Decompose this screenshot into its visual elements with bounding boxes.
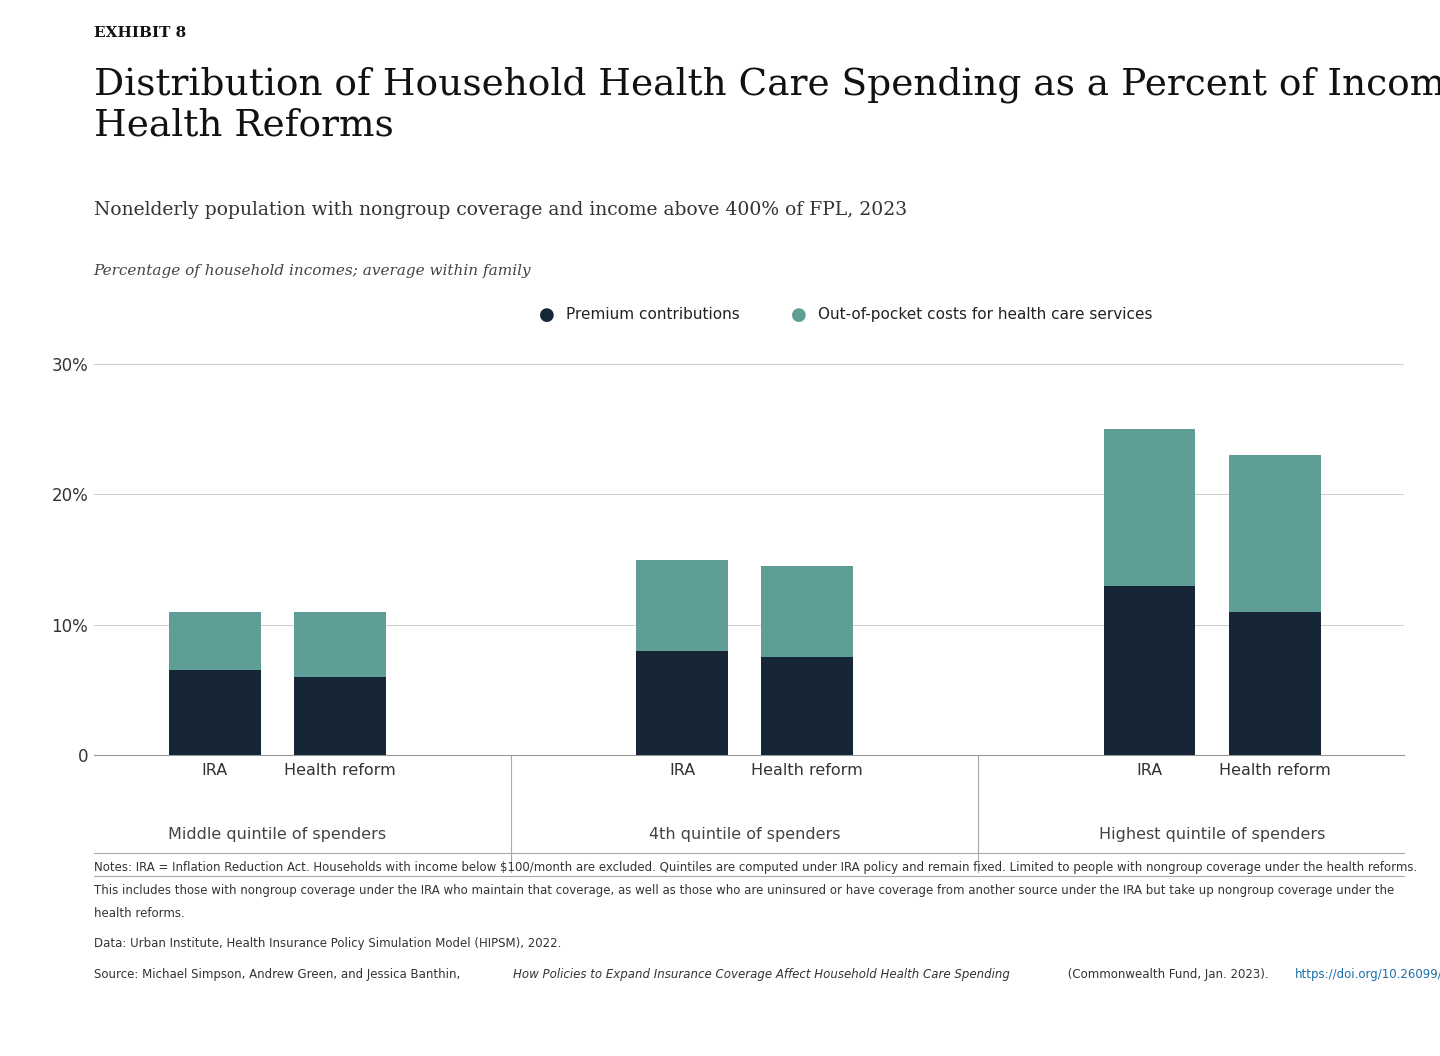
Text: Percentage of household incomes; average within family: Percentage of household incomes; average… [94,264,531,278]
Bar [636,560,729,650]
Text: This includes those with nongroup coverage under the IRA who maintain that cover: This includes those with nongroup covera… [94,884,1394,897]
Text: Notes: IRA = Inflation Reduction Act. Households with income below $100/month ar: Notes: IRA = Inflation Reduction Act. Ho… [94,861,1417,873]
Bar [1228,611,1320,755]
Bar [636,650,729,755]
Bar [1228,455,1320,611]
Bar [762,657,852,755]
Text: Distribution of Household Health Care Spending as a Percent of Income Under IRA : Distribution of Household Health Care Sp… [94,67,1440,144]
Text: How Policies to Expand Insurance Coverage Affect Household Health Care Spending: How Policies to Expand Insurance Coverag… [513,967,1009,981]
Bar [1103,586,1195,755]
Text: Source: Michael Simpson, Andrew Green, and Jessica Banthin,: Source: Michael Simpson, Andrew Green, a… [94,967,464,981]
Text: ●: ● [540,305,554,324]
Text: Data: Urban Institute, Health Insurance Policy Simulation Model (HIPSM), 2022.: Data: Urban Institute, Health Insurance … [94,938,562,950]
Text: ●: ● [792,305,806,324]
Text: EXHIBIT 8: EXHIBIT 8 [94,26,186,40]
Bar [294,677,386,755]
Text: https://doi.org/10.26099/fv5e-sh06: https://doi.org/10.26099/fv5e-sh06 [1295,967,1440,981]
Bar [168,611,261,671]
Text: Highest quintile of spenders: Highest quintile of spenders [1099,827,1325,842]
Bar [1103,429,1195,586]
Bar [294,611,386,677]
Text: (Commonwealth Fund, Jan. 2023).: (Commonwealth Fund, Jan. 2023). [1064,967,1273,981]
Bar [762,566,852,657]
Text: health reforms.: health reforms. [94,907,184,920]
Text: 4th quintile of spenders: 4th quintile of spenders [649,827,841,842]
Text: Middle quintile of spenders: Middle quintile of spenders [168,827,386,842]
Bar [168,671,261,755]
Text: Nonelderly population with nongroup coverage and income above 400% of FPL, 2023: Nonelderly population with nongroup cove… [94,201,907,219]
Text: Premium contributions: Premium contributions [566,307,740,322]
Text: Out-of-pocket costs for health care services: Out-of-pocket costs for health care serv… [818,307,1152,322]
